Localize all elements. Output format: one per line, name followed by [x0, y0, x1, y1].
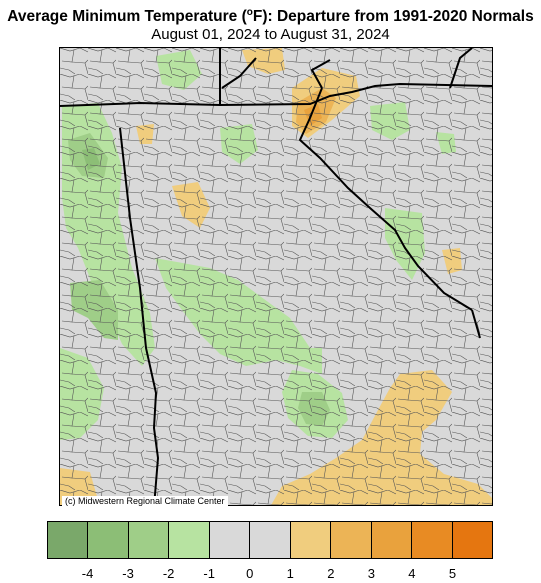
legend-tick-label: 0	[246, 566, 254, 581]
legend-swatch	[290, 522, 332, 558]
map-title: Average Minimum Temperature (oF): Depart…	[0, 2, 541, 28]
legend-swatch	[412, 522, 453, 558]
legend-tick-label: -4	[81, 566, 94, 581]
legend-swatch	[452, 522, 492, 558]
legend-swatch	[128, 522, 170, 558]
legend-swatch	[48, 522, 89, 558]
legend-tick-label: -2	[162, 566, 175, 581]
legend-swatch	[371, 522, 413, 558]
legend-swatch	[169, 522, 210, 558]
legend-swatch	[250, 522, 291, 558]
legend-tick-label: 2	[327, 566, 335, 581]
date-range: August 01, 2024 to August 31, 2024	[151, 26, 390, 43]
legend-swatch	[331, 522, 372, 558]
county-lines	[60, 48, 492, 505]
legend-tick-label: -3	[122, 566, 134, 581]
legend-tick-label: 5	[448, 566, 457, 581]
title-text: Average Minimum Temperature (	[7, 8, 247, 26]
degree-symbol: o	[246, 7, 253, 18]
state-boundaries	[60, 48, 492, 505]
color-legend	[47, 521, 493, 559]
legend-tick-label: 4	[408, 566, 416, 581]
legend-tick-label: 1	[286, 566, 294, 581]
legend-tick-label: 3	[367, 566, 375, 581]
legend-swatch	[88, 522, 129, 558]
credit-label: (c) Midwestern Regional Climate Center	[62, 496, 228, 507]
temperature-departure-map	[59, 47, 493, 506]
legend-tick-label: -1	[203, 566, 215, 581]
legend-swatch	[209, 522, 251, 558]
map-canvas	[60, 48, 492, 505]
title-text-rest: F): Departure from 1991-2020 Normals	[252, 8, 534, 26]
